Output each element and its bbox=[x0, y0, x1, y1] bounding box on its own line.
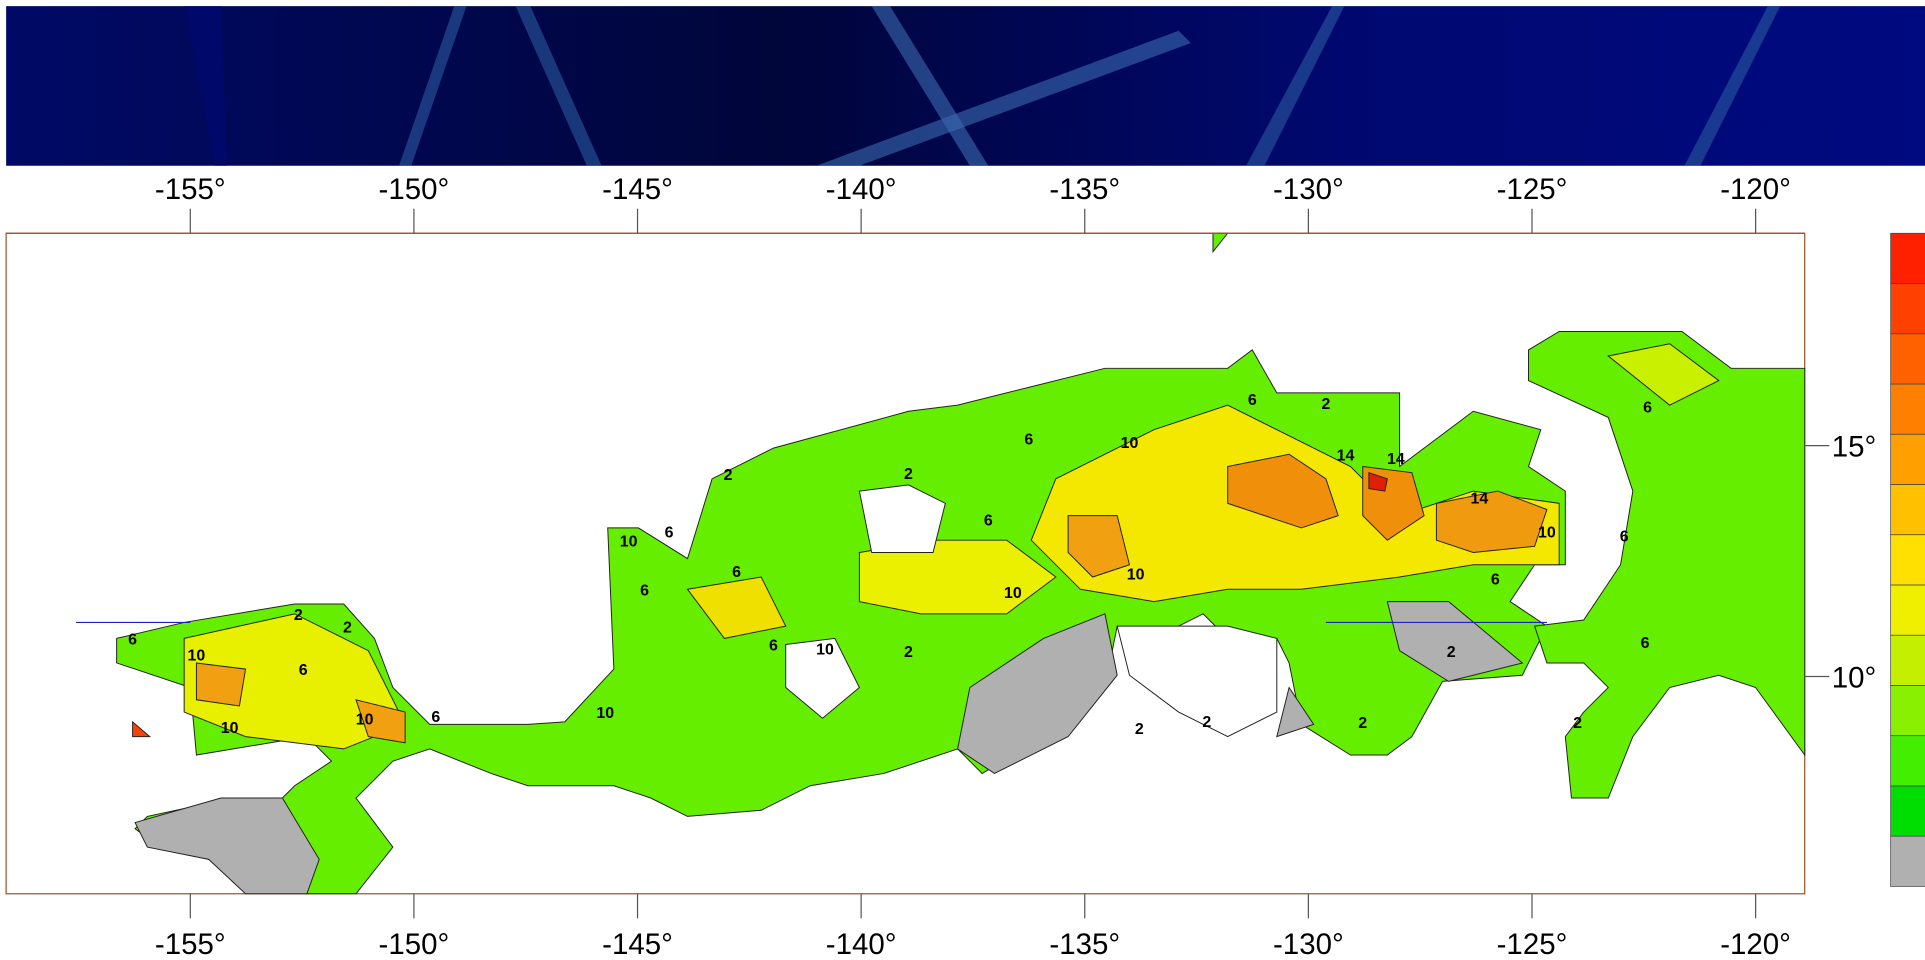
contour-label: 2 bbox=[1447, 644, 1456, 661]
contour-label: 6 bbox=[984, 512, 993, 529]
colorbar-band bbox=[1891, 334, 1925, 384]
colorbar-band bbox=[1891, 585, 1925, 635]
contour-label: 6 bbox=[299, 662, 308, 679]
colorbar-band bbox=[1891, 233, 1925, 283]
x-tick-label: -140° bbox=[826, 173, 897, 206]
x-tick-label: -145° bbox=[602, 173, 673, 206]
contour-label: 6 bbox=[640, 582, 649, 599]
contour-label: 6 bbox=[1248, 392, 1257, 409]
x-tick-label: -130° bbox=[1273, 173, 1344, 206]
x-tick-label: -155° bbox=[155, 173, 226, 206]
contour-label: 14 bbox=[1471, 490, 1489, 507]
contour-label: 2 bbox=[904, 466, 913, 483]
x-tick-label: -125° bbox=[1497, 928, 1568, 960]
y-tick-label: 15° bbox=[1832, 431, 1877, 464]
contour-label: 6 bbox=[431, 709, 440, 726]
contour-label: 6 bbox=[732, 564, 741, 581]
contour-label: 6 bbox=[1643, 400, 1652, 417]
contour-label: 2 bbox=[1573, 715, 1582, 732]
colorbar-band bbox=[1891, 484, 1925, 534]
x-tick-label: -135° bbox=[1049, 928, 1120, 960]
x-tick-label: -130° bbox=[1273, 928, 1344, 960]
x-tick-label: -150° bbox=[379, 928, 450, 960]
map-figure: -155° -150° -145° -140° -135° -130° -125° -120°… bbox=[6, 6, 1925, 960]
contour-label: 10 bbox=[816, 641, 834, 658]
colorbar bbox=[1891, 233, 1925, 886]
x-tick-label: -120° bbox=[1720, 928, 1791, 960]
contour-label: 6 bbox=[1491, 571, 1500, 588]
contour-label: 2 bbox=[343, 619, 352, 636]
contour-label: 6 bbox=[128, 632, 137, 649]
contour-label: 10 bbox=[1121, 435, 1139, 452]
x-tick-label: -155° bbox=[155, 928, 226, 960]
contour-label: 14 bbox=[1337, 447, 1355, 464]
contour-label: 10 bbox=[188, 648, 206, 665]
banner bbox=[6, 6, 1925, 166]
contour-label: 10 bbox=[1538, 525, 1556, 542]
map-page: -155° -150° -145° -140° -135° -130° -125° -120°… bbox=[0, 0, 1925, 960]
colorbar-band bbox=[1891, 736, 1925, 786]
contour-label: 14 bbox=[1387, 451, 1405, 468]
x-tick-label: -135° bbox=[1049, 173, 1120, 206]
contour-label: 6 bbox=[1024, 431, 1033, 448]
colorbar-band bbox=[1891, 836, 1925, 886]
x-tick-label: -150° bbox=[379, 173, 450, 206]
contour-label: 6 bbox=[1641, 635, 1650, 652]
contour-label: 2 bbox=[294, 607, 303, 624]
colorbar-band bbox=[1891, 284, 1925, 334]
contour-label: 2 bbox=[1202, 714, 1211, 731]
colorbar-band bbox=[1891, 685, 1925, 735]
colorbar-band bbox=[1891, 786, 1925, 836]
contour-label: 10 bbox=[1004, 585, 1022, 602]
colorbar-band bbox=[1891, 635, 1925, 685]
contour-label: 10 bbox=[620, 533, 638, 550]
contour-label: 2 bbox=[904, 644, 913, 661]
contour-label: 6 bbox=[1620, 528, 1629, 545]
contour-label: 10 bbox=[221, 720, 239, 737]
contour-label: 6 bbox=[769, 638, 778, 655]
contour-label: 10 bbox=[356, 711, 374, 728]
contour-label: 2 bbox=[724, 467, 733, 484]
contour-label: 10 bbox=[1127, 566, 1145, 583]
x-tick-label: -125° bbox=[1497, 173, 1568, 206]
y-tick-label: 10° bbox=[1832, 662, 1877, 695]
x-tick-label: -120° bbox=[1720, 173, 1791, 206]
contour-label: 2 bbox=[1135, 721, 1144, 738]
colorbar-band bbox=[1891, 434, 1925, 484]
contour-label: 6 bbox=[665, 525, 674, 542]
contour-label: 10 bbox=[596, 705, 614, 722]
colorbar-band bbox=[1891, 535, 1925, 585]
contour-label: 2 bbox=[1321, 396, 1330, 413]
colorbar-band bbox=[1891, 384, 1925, 434]
contour-label: 2 bbox=[1358, 715, 1367, 732]
x-tick-label: -140° bbox=[826, 928, 897, 960]
x-tick-label: -145° bbox=[602, 928, 673, 960]
